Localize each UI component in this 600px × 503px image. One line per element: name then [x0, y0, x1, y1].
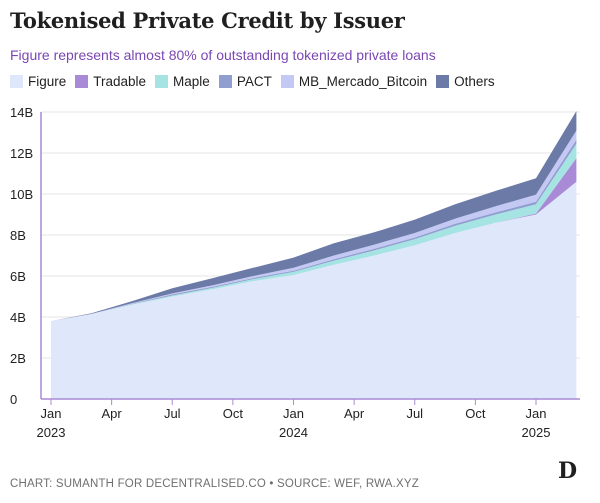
y-tick-label: 10B: [10, 187, 33, 202]
legend-item-mb-mercado-bitcoin: MB_Mercado_Bitcoin: [280, 74, 428, 89]
x-tick-month: Apr: [102, 406, 123, 421]
x-tick-month: Oct: [465, 406, 486, 421]
legend-swatch: [10, 75, 23, 88]
legend-item-maple: Maple: [155, 74, 210, 89]
y-tick-label: 4B: [10, 310, 26, 325]
x-tick-month: Apr: [344, 406, 365, 421]
legend-label: Tradable: [93, 74, 147, 89]
x-tick-year: 2024: [279, 425, 308, 440]
legend-label: PACT: [236, 74, 272, 89]
x-tick-month: Jul: [406, 406, 423, 421]
x-tick-month: Jan: [283, 406, 304, 421]
legend-swatch: [280, 75, 294, 88]
chart-legend: Figure Tradable Maple PACT MB_Mercado_Bitcoi…: [10, 74, 504, 89]
legend-label: Figure: [28, 74, 67, 89]
y-tick-label: 14B: [10, 105, 33, 120]
x-tick-month: Jan: [41, 406, 62, 421]
legend-swatch: [436, 75, 450, 88]
stacked-area-chart: 0 2B 4B 6B 8B 10B 12B 14B Jan 2023 Apr Jul Oct Jan 202…: [10, 105, 580, 440]
chart-credit: CHART: SUMANTH FOR DECENTRALISED.CO • SO…: [10, 478, 420, 490]
decentralised-logo: D: [558, 458, 578, 484]
x-tick-year: 2023: [37, 425, 66, 440]
area-figure: [51, 181, 577, 399]
legend-label: MB_Mercado_Bitcoin: [298, 74, 428, 89]
legend-item-tradable: Tradable: [75, 74, 146, 89]
legend-swatch: [155, 75, 169, 88]
legend-label: Others: [454, 74, 495, 89]
y-tick-label: 2B: [10, 351, 26, 366]
legend-swatch: [218, 75, 232, 88]
legend-swatch: [75, 75, 89, 88]
x-tick-month: Oct: [223, 406, 244, 421]
y-tick-label: 8B: [10, 228, 26, 243]
legend-item-pact: PACT: [218, 74, 272, 89]
chart-subtitle: Figure represents almost 80% of outstand…: [10, 47, 436, 63]
legend-item-others: Others: [436, 74, 495, 89]
legend-label: Maple: [173, 74, 210, 89]
y-tick-label: 6B: [10, 269, 26, 284]
legend-item-figure: Figure: [10, 74, 66, 89]
x-tick-month: Jan: [526, 406, 547, 421]
y-tick-label: 12B: [10, 146, 33, 161]
y-tick-label: 0: [10, 392, 17, 407]
x-tick-month: Jul: [164, 406, 181, 421]
chart-title: Tokenised Private Credit by Issuer: [10, 8, 405, 33]
x-tick-year: 2025: [522, 425, 551, 440]
